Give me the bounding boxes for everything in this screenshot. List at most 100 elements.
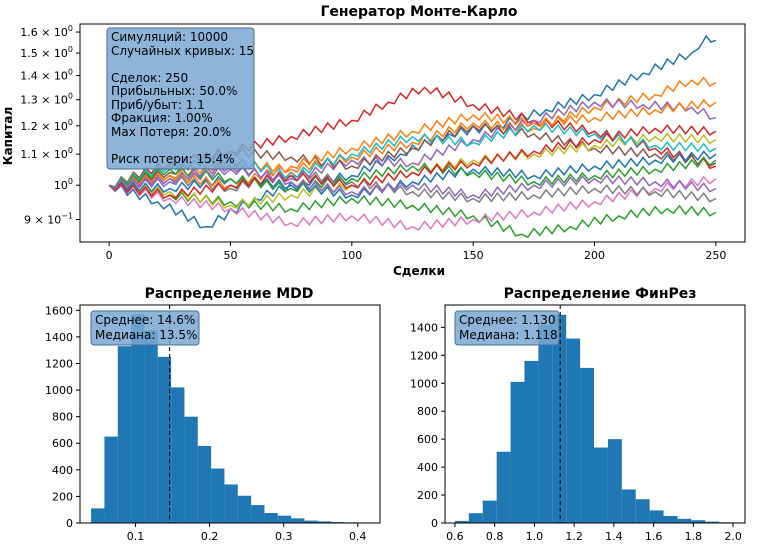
finres-mean-text: Среднее: 1.130	[459, 313, 556, 327]
finres-bar	[580, 367, 595, 523]
finres-y-tick-label: 200	[417, 489, 438, 502]
mdd-info-box: Среднее: 14.6% Медиана: 13.5%	[90, 310, 200, 346]
finres-y-tick-label: 1200	[410, 349, 438, 362]
finres-bar	[468, 513, 483, 523]
equity-x-axis: 0 50 100 150 200 250	[106, 242, 726, 262]
finres-x-tick-label: 1.2	[565, 530, 583, 543]
equity-curve-c7	[108, 175, 717, 231]
mdd-bar	[211, 468, 225, 523]
mdd-bar	[251, 505, 265, 523]
equity-curve-c15	[108, 163, 717, 199]
mdd-bar	[104, 436, 118, 523]
finres-x-tick-label: 1.0	[526, 530, 544, 543]
finres-y-tick-label: 1400	[410, 321, 438, 334]
equity-x-tick-label: 250	[705, 249, 726, 262]
mdd-y-tick-label: 1400	[45, 331, 73, 344]
info-simulations: Симуляций: 10000	[111, 30, 228, 44]
equity-x-tick-label: 0	[106, 249, 113, 262]
finres-bar	[677, 518, 692, 523]
finres-info-box: Среднее: 1.130 Медиана: 1.118	[454, 310, 560, 346]
mdd-x-tick-label: 0.2	[201, 530, 219, 543]
equity-y-tick-label: 1.6 × 100	[20, 24, 73, 39]
finres-y-tick-label: 0	[431, 517, 438, 530]
mdd-x-tick-label: 0.3	[275, 530, 293, 543]
equity-info-box-bg	[106, 27, 255, 170]
finres-x-tick-label: 2.0	[724, 530, 742, 543]
finres-title: Распределение ФинРез	[504, 286, 697, 302]
finres-bar	[454, 520, 469, 523]
equity-x-tick-label: 200	[584, 249, 605, 262]
mdd-y-tick-label: 400	[52, 464, 73, 477]
equity-x-tick-label: 50	[223, 249, 237, 262]
equity-y-axis: 9 × 10−1 100 1.1 × 100 1.2 × 100 1.3 × 100 1.…	[20, 24, 80, 227]
mdd-y-tick-label: 1600	[45, 304, 73, 317]
mdd-y-axis: 0 200 400 600 800 1000 1200 1400 1600	[45, 304, 80, 530]
equity-curve-c13	[108, 156, 717, 193]
finres-bar	[621, 489, 636, 523]
mdd-bar	[184, 416, 198, 523]
equity-curve-c14	[108, 123, 717, 199]
equity-x-tick-label: 150	[463, 249, 484, 262]
equity-y-label: Капитал	[1, 107, 15, 165]
mdd-mean-text: Среднее: 14.6%	[95, 313, 195, 327]
finres-bars	[454, 314, 734, 523]
mdd-y-tick-label: 800	[52, 411, 73, 424]
mdd-bar	[237, 495, 252, 523]
finres-bar	[524, 360, 539, 523]
finres-x-tick-label: 1.4	[605, 530, 623, 543]
equity-curve-c5	[108, 97, 717, 190]
mdd-bar	[304, 520, 318, 523]
equity-y-tick-label: 1.2 × 100	[20, 118, 73, 133]
finres-y-tick-label: 600	[417, 433, 438, 446]
mdd-y-tick-label: 1000	[45, 384, 73, 397]
finres-bar	[482, 500, 497, 523]
mdd-y-tick-label: 600	[52, 437, 73, 450]
finres-median-text: Медиана: 1.118	[459, 328, 558, 342]
mdd-bar	[144, 330, 158, 523]
mdd-bar	[277, 515, 292, 523]
mdd-title: Распределение MDD	[145, 286, 314, 302]
finres-x-axis: 0.6 0.8 1.0 1.2 1.4 1.6 1.8 2.0	[446, 523, 742, 543]
mdd-bar	[91, 508, 105, 523]
mdd-info-box-bg	[90, 310, 200, 346]
info-fraction: Фракция: 1.00%	[111, 111, 213, 125]
finres-bar	[663, 516, 678, 523]
equity-x-label: Сделки	[393, 264, 445, 278]
equity-x-tick-label: 100	[341, 249, 362, 262]
mdd-y-tick-label: 0	[66, 517, 73, 530]
finres-plot-frame	[444, 304, 746, 524]
mdd-bars	[91, 314, 358, 523]
finres-bar	[705, 521, 720, 523]
equity-y-tick-label: 1.3 × 100	[20, 92, 73, 107]
info-risk-of-ruin: Риск потери: 15.4%	[111, 152, 235, 166]
mdd-median-text: Медиана: 13.5%	[95, 328, 197, 342]
mdd-bar	[264, 513, 278, 523]
mdd-x-axis: 0.1 0.2 0.3 0.4	[127, 523, 367, 543]
equity-y-tick-label: 100	[54, 177, 73, 192]
mdd-bar	[197, 445, 212, 523]
info-max-loss: Max Потеря: 20.0%	[111, 125, 231, 139]
equity-chart-title: Генератор Монте-Карло	[320, 4, 517, 20]
finres-bar	[566, 338, 581, 523]
mdd-y-tick-label: 200	[52, 490, 73, 503]
finres-histogram: Распределение ФинРез 0.6 0.8 1.0 1.2 1.4 1.6 1…	[410, 286, 746, 543]
mdd-bar	[224, 484, 238, 523]
mdd-plot-frame	[79, 304, 381, 524]
finres-bar	[607, 439, 622, 523]
mdd-x-tick-label: 0.4	[349, 530, 367, 543]
finres-bar	[649, 510, 664, 523]
mdd-x-tick-label: 0.1	[127, 530, 145, 543]
mdd-bar	[131, 314, 145, 523]
info-profitable: Прибыльных: 50.0%	[111, 84, 237, 98]
mdd-bar	[291, 518, 305, 523]
finres-bar	[538, 324, 553, 523]
equity-curve-c12	[108, 98, 717, 190]
finres-y-tick-label: 800	[417, 405, 438, 418]
finres-bar	[691, 520, 706, 523]
equity-y-tick-label: 1.1 × 100	[20, 146, 73, 161]
equity-y-tick-label: 1.5 × 100	[20, 45, 73, 60]
equity-info-box: Симуляций: 10000 Случайных кривых: 15 Сд…	[106, 27, 255, 170]
equity-chart: Генератор Монте-Карло 0 50 100 150 200 250 9 …	[1, 4, 746, 278]
finres-bar	[510, 381, 525, 523]
